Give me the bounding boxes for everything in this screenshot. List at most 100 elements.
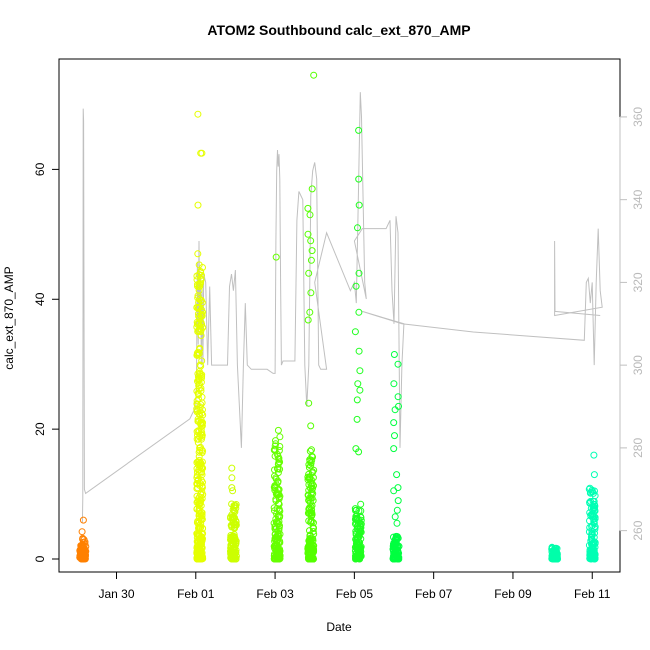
data-point [390,487,398,495]
data-point [355,175,363,183]
data-point [391,554,399,562]
x-tick-label: Feb 01 [177,587,215,601]
data-point [390,419,398,427]
data-point [394,484,402,492]
data-point [356,367,364,375]
data-point [194,250,202,258]
data-point [394,360,402,368]
data-point [304,316,312,324]
data-point [357,513,365,521]
data-point [354,380,362,388]
data-point [392,545,400,553]
data-point [305,470,313,478]
data-point [198,399,206,407]
data-point [355,126,363,134]
data-point [353,396,361,404]
data-point [198,488,206,496]
data-point [586,517,593,525]
data-point [272,475,280,483]
axes: 0 20 40 60 Jan 30 Feb 01 Feb 03 Feb 05 Feb 07 Feb… [33,107,645,601]
data-point [195,551,203,559]
right-tick-label: 260 [631,520,645,540]
data-point [307,508,315,516]
data-point [194,201,202,209]
data-point [357,548,365,556]
data-point [391,513,399,521]
data-point [231,520,238,528]
data-point [194,475,202,483]
data-point [194,328,202,335]
data-point [352,282,360,290]
data-point [271,445,279,453]
data-point [391,432,398,440]
y-axis-label: calc_ext_870_AMP [2,266,16,369]
right-tick-label: 320 [631,272,645,292]
data-point [78,528,86,536]
data-point [305,554,313,562]
data-point [194,458,202,466]
data-point [586,498,594,506]
data-point [274,460,282,468]
data-point [199,411,207,419]
data-point [308,476,315,484]
data-point [355,531,363,539]
data-point [198,149,206,157]
data-point [393,506,401,514]
data-point [588,528,596,536]
data-point [356,386,364,394]
data-point [196,295,203,303]
data-point [194,427,202,435]
data-point [272,535,279,543]
data-point [553,555,561,563]
data-point [198,422,206,430]
data-point [548,552,556,560]
data-point [194,292,202,300]
data-point [194,110,202,118]
data-point [195,299,203,306]
data-point [354,224,361,232]
data-point [353,415,361,423]
data-point [353,514,360,522]
data-point [197,401,205,408]
data-point [198,435,205,443]
y-tick-label: 0 [33,555,47,562]
data-point [351,328,359,336]
data-point [275,491,283,498]
data-point [193,320,201,328]
data-point [394,497,402,505]
data-point [305,269,313,277]
right-tick-label: 340 [631,189,645,209]
data-point [229,506,237,514]
data-point [307,422,315,430]
y-tick-label: 60 [33,162,47,176]
x-tick-label: Feb 07 [415,587,453,601]
data-point [390,351,398,358]
data-point [229,555,237,563]
data-point [589,544,597,552]
line-series [81,92,603,523]
data-point [355,201,363,209]
x-tick-label: Feb 03 [256,587,294,601]
data-point [193,323,201,331]
data-point [274,512,282,520]
data-point [195,350,203,358]
data-point [194,480,201,488]
data-point [271,466,278,474]
data-point [198,431,206,439]
data-point [76,553,84,561]
data-point [590,497,598,505]
data-point [307,256,315,264]
data-point [355,269,363,277]
data-point [231,551,238,559]
data-point [393,471,401,479]
data-point [195,390,202,398]
data-point [193,276,201,284]
data-point [80,536,88,544]
data-point [551,551,559,559]
points-layer [76,71,599,563]
data-point [274,555,282,563]
right-tick-label: 280 [631,438,645,458]
data-point [198,357,206,365]
data-point [304,230,312,238]
data-point [390,533,397,541]
